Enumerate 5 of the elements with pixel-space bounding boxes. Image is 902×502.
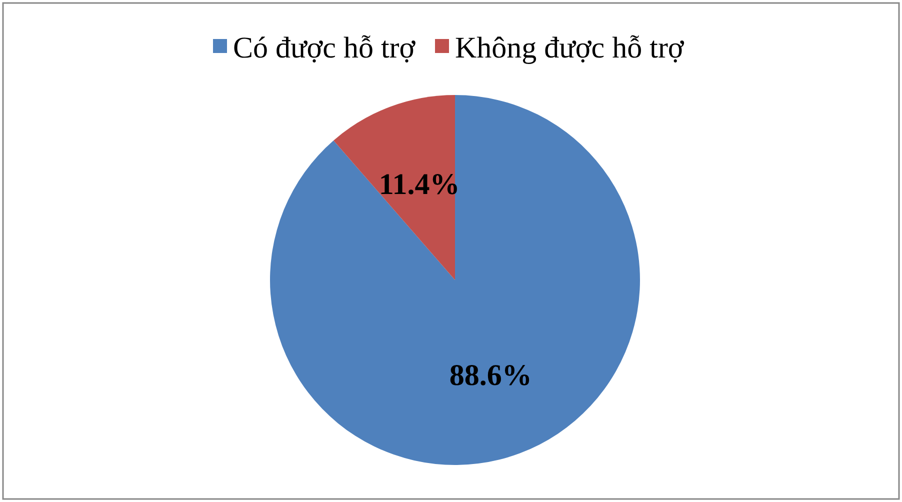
legend-label: Có được hỗ trợ (233, 32, 416, 64)
data-label: 88.6% (449, 358, 532, 392)
legend-label: Không được hỗ trợ (455, 32, 685, 64)
pie-slice (270, 95, 640, 465)
pie-slice (334, 95, 455, 280)
